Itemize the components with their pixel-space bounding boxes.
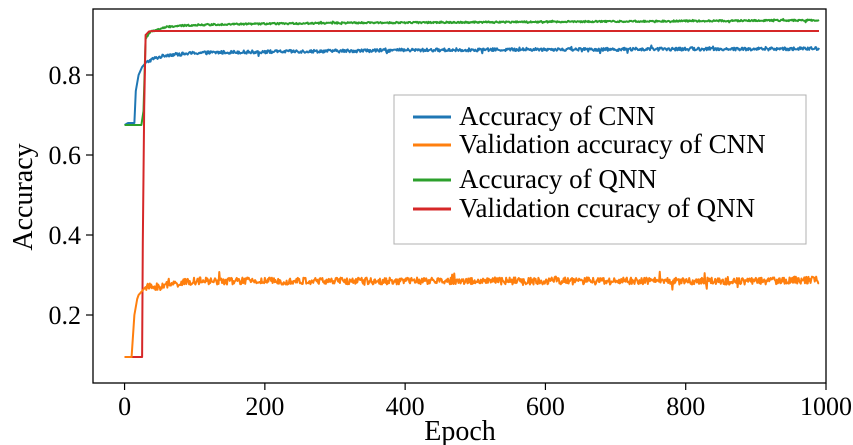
legend-item-cnn-accuracy: Accuracy of CNN	[413, 101, 655, 131]
y-tick-label: 0.6	[49, 141, 82, 170]
series-line-0	[124, 44, 820, 126]
series-line-2	[124, 17, 820, 126]
series-lines	[124, 17, 820, 358]
legend-label: Validation ccuracy of QNN	[459, 193, 755, 223]
x-axis-label: Epoch	[424, 416, 496, 445]
series-line-3	[124, 30, 820, 358]
legend-item-cnn-validation: Validation accuracy of CNN	[413, 129, 766, 159]
plot-frame	[92, 8, 827, 384]
legend-label: Validation accuracy of CNN	[459, 129, 766, 159]
x-tick-label: 1000	[800, 392, 852, 421]
y-tick-label: 0.2	[49, 301, 82, 330]
y-tick-label: 0.8	[49, 61, 82, 90]
y-tick-label: 0.4	[49, 221, 82, 250]
legend-label: Accuracy of CNN	[459, 101, 655, 131]
legend: Accuracy of CNN Validation accuracy of C…	[393, 94, 807, 245]
legend-item-qnn-accuracy: Accuracy of QNN	[413, 164, 657, 194]
legend-item-qnn-validation: Validation ccuracy of QNN	[413, 193, 755, 223]
legend-label: Accuracy of QNN	[459, 164, 657, 194]
x-tick-label: 0	[118, 392, 131, 421]
x-tick-label: 400	[386, 392, 425, 421]
x-tick-label: 800	[666, 392, 705, 421]
x-tick-label: 600	[526, 392, 565, 421]
axis-ticks: 0 200 400 600 800 1000 0.2 0.4 0.6 0.8	[49, 61, 853, 421]
legend-box	[393, 94, 807, 245]
series-line-1	[124, 270, 820, 358]
y-axis-label: Accuracy	[8, 143, 39, 250]
x-tick-label: 200	[245, 392, 284, 421]
